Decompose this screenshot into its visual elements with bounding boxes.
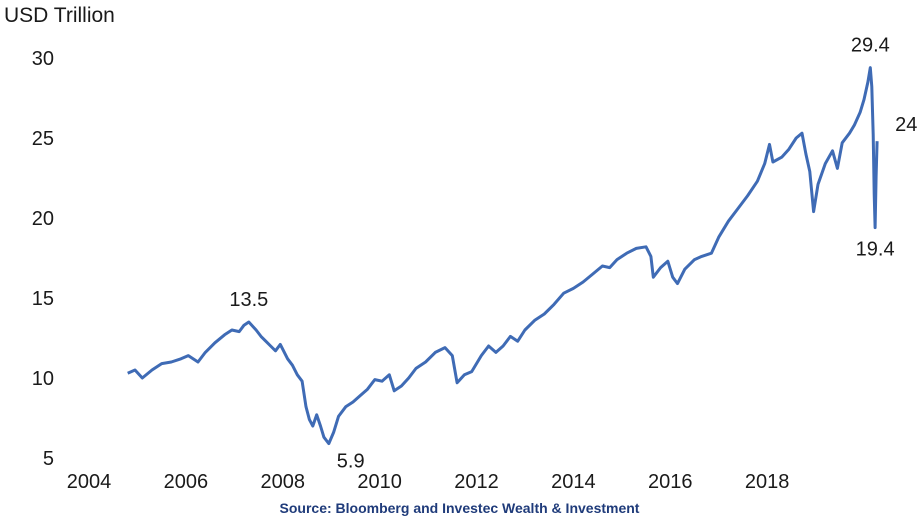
x-axis-ticks: 2004 2006 2008 2010 2012 2014 2016 2018 bbox=[67, 471, 790, 493]
data-annotation: 13.5 bbox=[229, 289, 268, 311]
y-tick-label: 20 bbox=[32, 208, 54, 230]
x-tick-label: 2012 bbox=[454, 471, 499, 493]
annotations-group: 13.5 5.9 29.4 24.8 19.4 bbox=[229, 35, 919, 473]
x-tick-label: 2008 bbox=[261, 471, 306, 493]
x-tick-label: 2018 bbox=[745, 471, 790, 493]
x-tick-label: 2014 bbox=[551, 471, 596, 493]
x-tick-label: 2016 bbox=[648, 471, 693, 493]
y-tick-label: 30 bbox=[32, 48, 54, 70]
series-group bbox=[127, 66, 879, 446]
y-tick-label: 5 bbox=[43, 448, 54, 470]
data-annotation: 24.8 bbox=[895, 114, 919, 136]
source-note: Source: Bloomberg and Investec Wealth & … bbox=[279, 500, 640, 516]
market-cap-line-chart: 30 25 20 15 10 5 2004 2006 2008 2010 2012 2014 2016… bbox=[32, 35, 919, 493]
series-line bbox=[127, 66, 879, 446]
y-axis-unit-label: USD Trillion bbox=[4, 4, 115, 27]
y-axis-ticks: 30 25 20 15 10 5 bbox=[32, 48, 54, 470]
x-tick-label: 2006 bbox=[164, 471, 209, 493]
y-tick-label: 10 bbox=[32, 368, 54, 390]
data-annotation: 5.9 bbox=[337, 451, 365, 473]
data-annotation: 19.4 bbox=[856, 239, 895, 261]
y-tick-label: 15 bbox=[32, 288, 54, 310]
x-tick-label: 2010 bbox=[357, 471, 402, 493]
x-tick-label: 2004 bbox=[67, 471, 112, 493]
y-tick-label: 25 bbox=[32, 128, 54, 150]
data-annotation: 29.4 bbox=[851, 35, 890, 57]
